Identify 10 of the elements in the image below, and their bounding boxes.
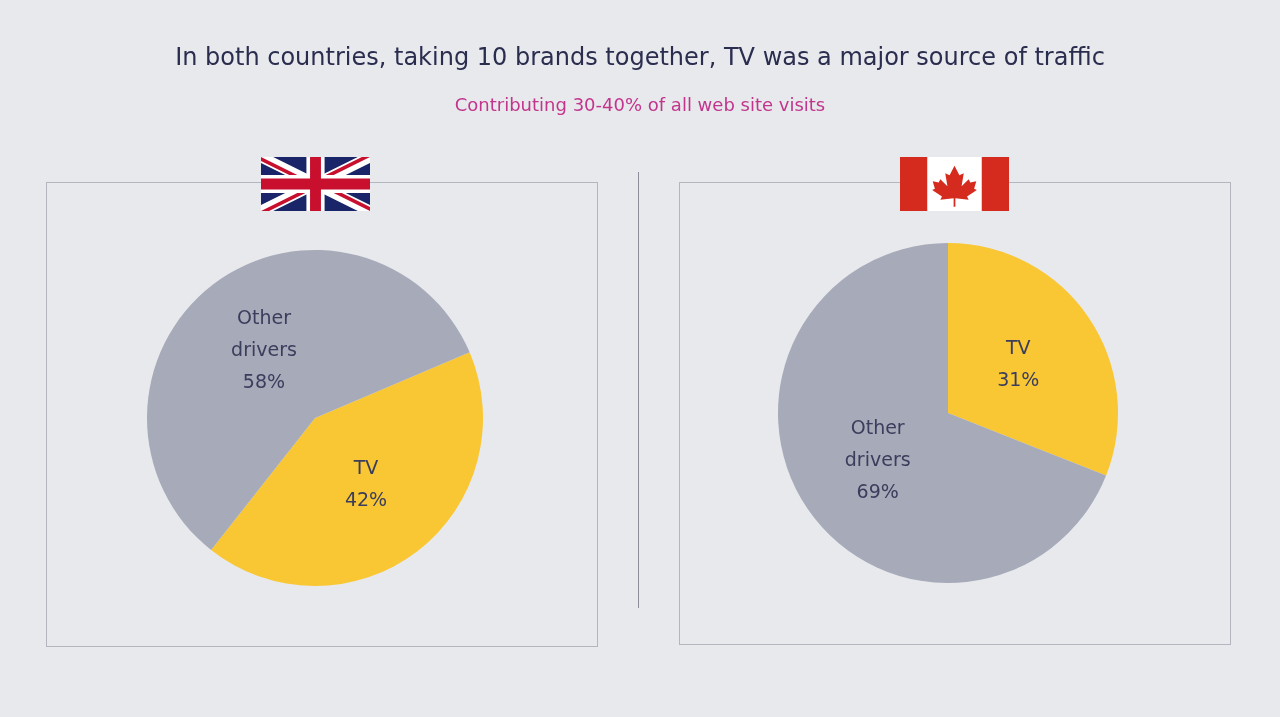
data-label: 31%: [997, 368, 1040, 391]
slice-label: Other drivers: [231, 306, 297, 361]
slice-label: TV: [352, 455, 379, 478]
slice-label: Other drivers: [844, 415, 911, 470]
data-label: 58%: [242, 370, 286, 393]
data-label: 69%: [856, 479, 899, 502]
data-label: 42%: [344, 487, 388, 510]
slice-label: TV: [1005, 336, 1031, 359]
text: Contributing 30-40% of all web site visits: [453, 94, 827, 115]
text: In both countries, taking 10 brands together, TV was a major source of traffic: [174, 43, 1106, 71]
